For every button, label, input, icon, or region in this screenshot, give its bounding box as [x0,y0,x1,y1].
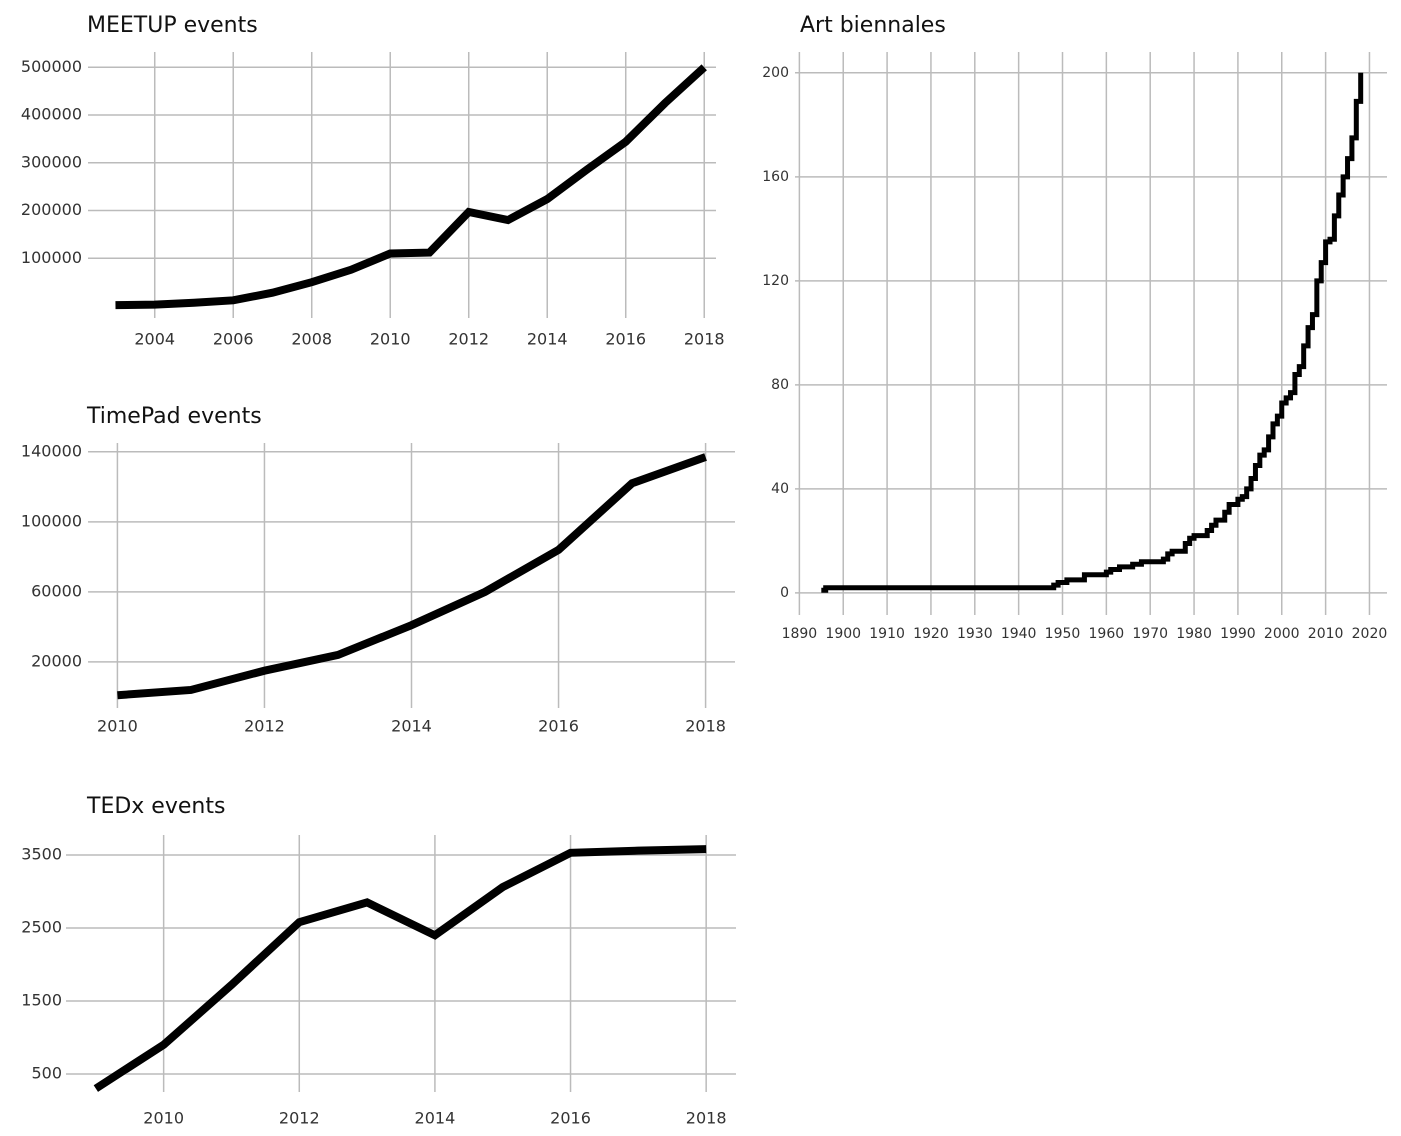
x-tick-label: 2010 [143,1109,184,1128]
data-line [821,72,1364,593]
y-tick-label: 200 [762,65,789,81]
x-tick-label: 2016 [538,717,579,736]
x-tick-label: 2018 [684,330,725,349]
x-tick-label: 1910 [869,626,905,642]
x-tick-label: 2014 [415,1109,456,1128]
x-tick-label: 2016 [605,330,646,349]
y-tick-label: 140000 [21,441,82,460]
x-tick-label: 2010 [370,330,411,349]
x-tick-label: 1980 [1176,626,1212,642]
y-tick-label: 0 [780,585,789,601]
x-tick-label: 1940 [1001,626,1037,642]
x-tick-label: 2008 [291,330,332,349]
y-tick-label: 80 [771,377,789,393]
y-tick-label: 60000 [31,581,82,600]
x-tick-label: 2000 [1264,626,1300,642]
y-tick-label: 2500 [21,917,62,936]
y-tick-label: 120 [762,273,789,289]
y-tick-label: 300000 [21,152,82,171]
data-line [115,64,707,310]
y-tick-label: 100000 [21,248,82,267]
y-tick-label: 500 [31,1063,62,1082]
x-tick-label: 2016 [550,1109,591,1128]
y-tick-label: 100000 [21,511,82,530]
x-tick-label: 1930 [957,626,993,642]
x-tick-label: 2012 [448,330,489,349]
x-tick-label: 2018 [685,717,726,736]
y-tick-label: 40 [771,481,789,497]
x-tick-label: 2014 [527,330,568,349]
chart-title: TEDx events [86,794,225,819]
x-tick-label: 2012 [279,1109,320,1128]
x-tick-label: 2010 [1308,626,1344,642]
x-tick-label: 2014 [391,717,432,736]
y-tick-label: 160 [762,169,789,185]
y-tick-label: 200000 [21,200,82,219]
y-tick-label: 500000 [21,57,82,76]
chart-title: TimePad events [86,404,262,429]
x-tick-label: 1890 [782,626,818,642]
data-line [117,453,707,700]
x-tick-label: 1920 [913,626,949,642]
y-tick-label: 400000 [21,105,82,124]
y-tick-label: 20000 [31,651,82,670]
x-tick-label: 1950 [1045,626,1081,642]
x-tick-label: 2006 [213,330,254,349]
y-tick-label: 1500 [21,990,62,1009]
x-tick-label: 2004 [134,330,175,349]
x-tick-label: 1990 [1220,626,1256,642]
x-tick-label: 1900 [825,626,861,642]
chart-title: MEETUP events [87,13,258,38]
x-tick-label: 2010 [97,717,138,736]
x-tick-label: 1970 [1132,626,1168,642]
x-tick-label: 1960 [1089,626,1125,642]
x-tick-label: 2012 [244,717,285,736]
y-tick-label: 3500 [21,844,62,863]
x-tick-label: 2018 [686,1109,727,1128]
data-line [93,845,707,1092]
chart-title: Art biennales [800,13,946,38]
x-tick-label: 2020 [1352,626,1388,642]
